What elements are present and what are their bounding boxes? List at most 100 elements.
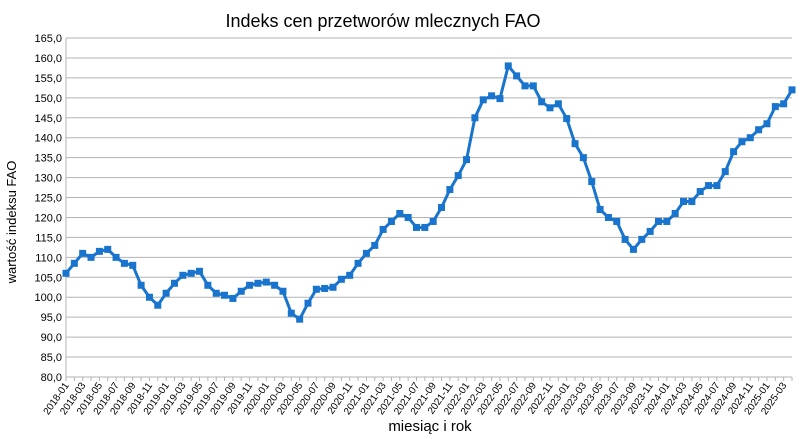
marker [162, 289, 170, 297]
y-tick-label: 150,0 [34, 93, 62, 105]
chart-title: Indeks cen przetworów mlecznych FAO [225, 11, 540, 31]
marker [746, 134, 754, 142]
marker [229, 294, 237, 302]
marker [479, 96, 487, 104]
marker [287, 309, 295, 317]
marker [87, 253, 95, 261]
marker [680, 198, 688, 206]
marker [412, 223, 420, 231]
marker [621, 235, 629, 243]
marker [212, 289, 220, 297]
y-axis-label: wartość indeksu FAO [4, 161, 19, 285]
marker [112, 253, 120, 261]
marker [646, 227, 654, 235]
marker [529, 82, 537, 90]
marker [237, 287, 245, 295]
marker [337, 275, 345, 283]
marker [145, 293, 153, 301]
marker [488, 92, 496, 100]
marker [730, 148, 738, 156]
marker [521, 82, 529, 90]
marker [654, 217, 662, 225]
marker [179, 271, 187, 279]
marker [613, 217, 621, 225]
marker [446, 186, 454, 194]
marker [788, 86, 796, 94]
y-tick-label: 135,0 [34, 153, 62, 165]
marker [579, 154, 587, 162]
marker [170, 279, 178, 287]
marker [554, 100, 562, 108]
marker [387, 217, 395, 225]
marker [404, 213, 412, 221]
marker [262, 278, 270, 286]
marker [421, 223, 429, 231]
marker [379, 225, 387, 233]
marker [713, 182, 721, 190]
marker [296, 315, 304, 323]
marker [629, 245, 637, 253]
marker [463, 156, 471, 164]
marker [354, 259, 362, 267]
line [64, 64, 794, 321]
marker [571, 140, 579, 148]
marker [271, 281, 279, 289]
marker [62, 269, 70, 277]
marker [254, 279, 262, 287]
marker [346, 271, 354, 279]
marker [371, 241, 379, 249]
marker [596, 205, 604, 213]
y-tick-label: 125,0 [34, 193, 62, 205]
y-tick-label: 85,0 [41, 352, 62, 364]
marker [321, 284, 329, 292]
y-tick-label: 165,0 [34, 33, 62, 45]
marker [154, 301, 162, 309]
y-tick-label: 90,0 [41, 332, 62, 344]
y-tick-label: 105,0 [34, 272, 62, 284]
marker [504, 62, 512, 70]
marker [304, 299, 312, 307]
marker [221, 291, 229, 299]
y-tick-label: 115,0 [35, 232, 62, 244]
marker [780, 100, 788, 108]
y-tick-label: 160,0 [34, 53, 62, 65]
marker [79, 249, 87, 257]
marker [771, 103, 779, 111]
y-tick-label: 145,0 [34, 113, 62, 125]
marker [763, 120, 771, 128]
marker [755, 126, 763, 134]
marker [688, 198, 696, 206]
marker [137, 281, 145, 289]
marker [588, 178, 596, 186]
marker [671, 209, 679, 217]
marker [696, 188, 704, 196]
marker [538, 98, 546, 106]
marker [496, 95, 504, 103]
marker [104, 245, 112, 253]
marker [312, 285, 320, 293]
y-tick-label: 140,0 [34, 133, 62, 145]
y-tick-label: 130,0 [34, 173, 62, 185]
marker [663, 217, 671, 225]
marker [438, 204, 446, 211]
marker [70, 259, 78, 267]
marker [279, 287, 287, 295]
y-tick-label: 110,0 [35, 252, 62, 264]
marker [120, 259, 128, 267]
marker [563, 115, 571, 123]
marker [95, 247, 103, 255]
y-tick-label: 100,0 [34, 292, 62, 304]
marker [454, 172, 462, 180]
y-tick-label: 95,0 [41, 312, 62, 324]
x-axis-label: miesiąc i rok [388, 418, 472, 435]
marker [129, 261, 137, 269]
marker [362, 249, 370, 257]
y-tick-label: 80,0 [41, 372, 62, 384]
marker [513, 72, 521, 80]
marker [429, 217, 437, 225]
marker [396, 209, 404, 217]
marker [204, 281, 212, 289]
marker [705, 182, 713, 190]
y-tick-label: 120,0 [34, 212, 62, 224]
